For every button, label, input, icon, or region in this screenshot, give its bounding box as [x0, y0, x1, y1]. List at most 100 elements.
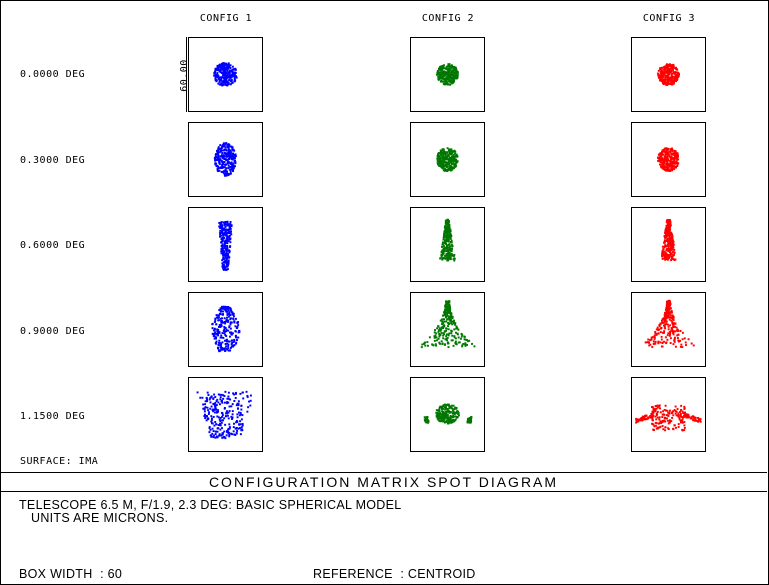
spot-point: [446, 257, 449, 260]
spot-point: [445, 320, 448, 323]
spot-point: [230, 224, 233, 227]
spot-point: [441, 159, 444, 162]
spot-point: [227, 428, 230, 431]
spot-point: [233, 433, 236, 436]
spot-point: [443, 333, 446, 336]
spot-point: [441, 410, 444, 413]
spot-point: [218, 393, 221, 396]
spot-point: [214, 77, 217, 80]
spot-point: [665, 229, 668, 232]
spot-point: [670, 76, 673, 79]
spot-point: [226, 143, 229, 146]
spot-point: [451, 404, 454, 407]
spot-point: [674, 77, 677, 80]
spot-point: [228, 79, 231, 82]
spot-point: [659, 407, 662, 410]
spot-point: [218, 66, 221, 69]
spot-point: [668, 242, 671, 245]
spot-point: [441, 405, 444, 408]
spot-point: [234, 391, 237, 394]
spot-point: [446, 162, 449, 165]
spot-point: [233, 339, 236, 342]
spot-pattern: [436, 147, 459, 172]
spot-point: [228, 256, 231, 259]
spot-point: [446, 246, 449, 249]
spot-point: [453, 77, 456, 80]
spot-point: [444, 414, 447, 417]
scale-bar: [186, 37, 187, 112]
spot-point: [446, 407, 449, 410]
spot-point: [231, 73, 234, 76]
spot-point: [663, 235, 666, 238]
spot-point: [220, 78, 223, 81]
spot-point: [667, 428, 670, 431]
spot-point: [426, 419, 429, 422]
spot-point: [671, 166, 674, 169]
spot-point: [447, 342, 450, 345]
spot-pattern: [644, 299, 695, 348]
spot-point: [446, 220, 449, 223]
spot-point: [448, 167, 451, 170]
spot-point: [664, 426, 667, 429]
spot-point: [442, 158, 445, 161]
spot-point: [224, 148, 227, 151]
spot-point: [219, 224, 222, 227]
spot-point: [677, 414, 680, 417]
spot-point: [669, 156, 672, 159]
spot-point: [447, 250, 450, 253]
spot-point: [649, 343, 652, 346]
spot-point: [661, 252, 664, 255]
spot-point: [666, 149, 669, 152]
spot-point: [222, 263, 225, 266]
spot-point: [226, 252, 229, 255]
spot-point: [219, 226, 222, 229]
spot-point: [229, 398, 232, 401]
spot-point: [446, 309, 449, 312]
spot-point: [674, 166, 677, 169]
spot-point: [662, 428, 665, 431]
spot-point: [670, 242, 673, 245]
spot-point: [447, 78, 449, 81]
spot-point: [642, 416, 644, 419]
spot-point: [693, 419, 696, 422]
spot-pattern: [439, 218, 456, 262]
spot-point: [442, 75, 445, 78]
spot-point: [231, 413, 234, 416]
spot-point: [671, 248, 674, 251]
spot-point: [213, 71, 216, 74]
spot-point: [223, 237, 226, 240]
spot-point: [210, 415, 213, 418]
spot-point: [470, 420, 473, 423]
spot-point: [213, 327, 216, 330]
spot-point: [439, 149, 442, 152]
spot-point: [654, 424, 657, 427]
spot-point: [444, 314, 447, 317]
spot-point: [448, 305, 451, 308]
spot-point: [233, 80, 236, 83]
spot-point: [227, 340, 230, 343]
spot-point: [210, 396, 213, 399]
spot-point: [670, 237, 673, 240]
spot-point: [666, 307, 669, 310]
spot-point: [212, 397, 215, 400]
spot-point: [664, 159, 666, 162]
spot-point: [225, 83, 228, 86]
spot-point: [672, 64, 675, 67]
spot-point: [439, 74, 442, 77]
spot-point: [458, 414, 460, 417]
spot-point: [440, 162, 443, 165]
spot-point: [447, 159, 450, 162]
spot-point: [221, 64, 224, 67]
spot-point: [446, 81, 449, 84]
spot-point: [667, 151, 670, 154]
spot-point: [225, 174, 228, 177]
spot-point: [679, 419, 682, 422]
spot-point: [237, 411, 240, 414]
spot-point: [666, 84, 669, 86]
spot-point: [237, 427, 240, 430]
spot-point: [457, 341, 460, 344]
spot-point: [447, 346, 450, 349]
spot-point: [225, 263, 228, 266]
spot-point: [681, 428, 684, 431]
spot-point: [229, 307, 232, 310]
